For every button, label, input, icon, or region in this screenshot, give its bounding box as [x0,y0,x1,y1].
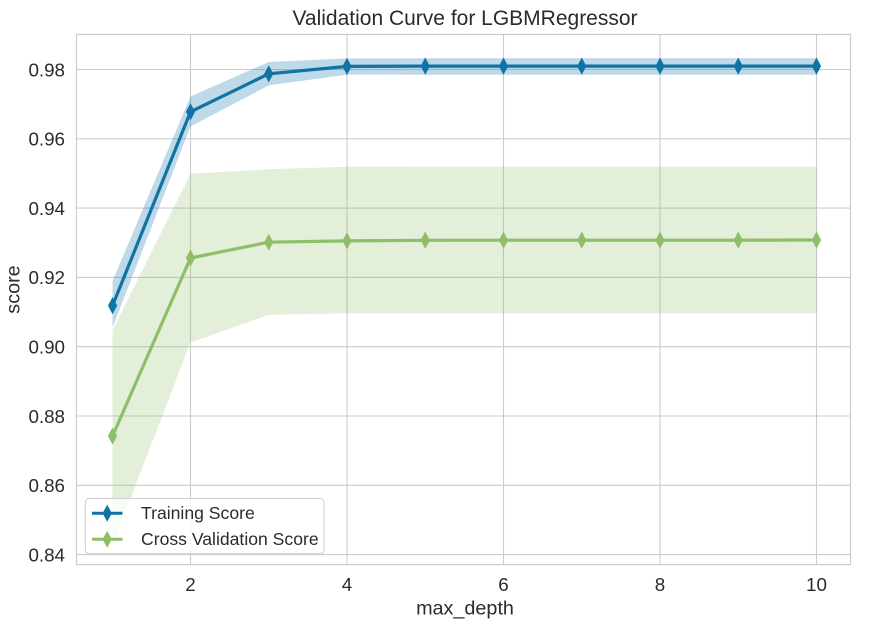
svg-text:4: 4 [342,574,352,595]
svg-text:0.96: 0.96 [28,129,65,150]
svg-text:10: 10 [806,574,827,595]
svg-text:0.98: 0.98 [28,59,65,80]
svg-text:0.88: 0.88 [28,406,65,427]
svg-text:0.90: 0.90 [28,337,65,358]
svg-text:2: 2 [185,574,195,595]
svg-text:6: 6 [498,574,508,595]
svg-text:0.94: 0.94 [28,198,65,219]
svg-text:0.92: 0.92 [28,267,65,288]
svg-text:0.84: 0.84 [28,544,65,565]
svg-text:max_depth: max_depth [416,598,514,620]
svg-text:score: score [3,265,25,313]
svg-text:Training Score: Training Score [141,503,255,523]
svg-text:0.86: 0.86 [28,475,65,496]
svg-text:Cross Validation Score: Cross Validation Score [141,529,319,549]
svg-text:8: 8 [655,574,665,595]
svg-text:Validation Curve for LGBMRegre: Validation Curve for LGBMRegressor [292,7,637,30]
